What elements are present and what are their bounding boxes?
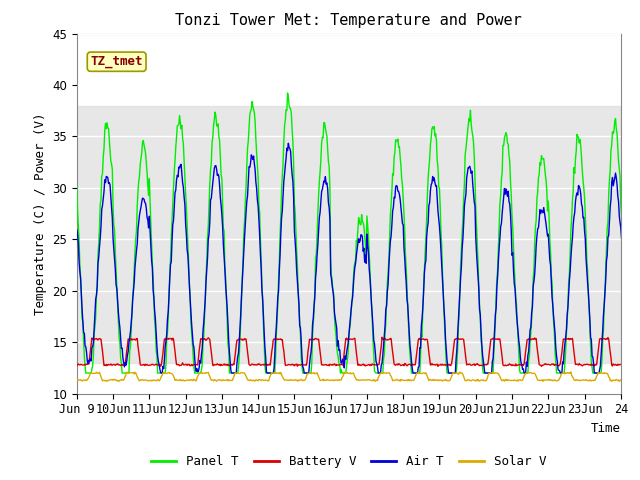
Battery V	[618, 362, 625, 368]
Solar V	[546, 377, 554, 383]
Panel T	[487, 370, 495, 376]
Text: TZ_tmet: TZ_tmet	[90, 55, 143, 68]
Panel T	[215, 133, 223, 139]
Bar	[77, 106, 621, 363]
Solar V	[486, 371, 493, 376]
Air T	[73, 227, 81, 233]
Panel T	[547, 273, 555, 278]
Air T	[310, 303, 318, 309]
Panel T	[191, 370, 199, 376]
Panel T	[82, 370, 90, 376]
Legend: Panel T, Battery V, Air T, Solar V: Panel T, Battery V, Air T, Solar V	[147, 450, 551, 473]
Battery V	[614, 361, 621, 367]
Panel T	[73, 183, 81, 189]
Line: Solar V: Solar V	[77, 372, 621, 382]
X-axis label: Time: Time	[591, 422, 621, 435]
Solar V	[191, 377, 198, 383]
Solar V	[73, 378, 81, 384]
Air T	[285, 140, 292, 146]
Solar V	[618, 378, 625, 384]
Y-axis label: Temperature (C) / Power (V): Temperature (C) / Power (V)	[34, 112, 47, 315]
Air T	[547, 279, 555, 285]
Line: Air T: Air T	[77, 143, 621, 373]
Battery V	[73, 362, 81, 368]
Battery V	[214, 362, 222, 368]
Panel T	[284, 90, 291, 96]
Air T	[215, 174, 223, 180]
Solar V	[308, 370, 316, 376]
Panel T	[310, 308, 318, 314]
Air T	[487, 370, 495, 376]
Title: Tonzi Tower Met: Temperature and Power: Tonzi Tower Met: Temperature and Power	[175, 13, 522, 28]
Solar V	[616, 379, 623, 384]
Battery V	[191, 362, 198, 368]
Battery V	[538, 363, 545, 369]
Battery V	[486, 343, 494, 349]
Air T	[618, 236, 625, 241]
Battery V	[378, 335, 386, 340]
Battery V	[547, 362, 555, 368]
Air T	[157, 370, 165, 376]
Battery V	[308, 336, 316, 342]
Solar V	[214, 377, 222, 383]
Line: Panel T: Panel T	[77, 93, 621, 373]
Panel T	[614, 144, 621, 150]
Solar V	[613, 377, 621, 383]
Panel T	[618, 214, 625, 220]
Air T	[191, 365, 199, 371]
Solar V	[567, 369, 575, 375]
Line: Battery V: Battery V	[77, 337, 621, 366]
Air T	[614, 193, 621, 199]
